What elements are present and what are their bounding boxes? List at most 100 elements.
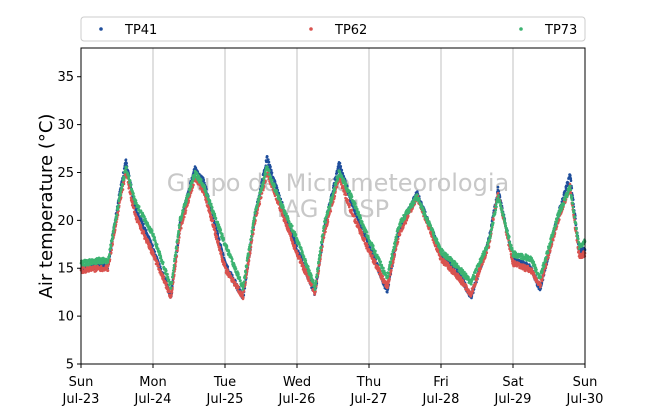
data-point (222, 238, 226, 241)
data-point (496, 191, 500, 195)
data-point (186, 204, 189, 207)
data-point (176, 238, 179, 241)
data-point (111, 235, 114, 239)
data-point (172, 269, 175, 272)
data-point (266, 165, 269, 169)
data-point (174, 254, 177, 258)
data-point (139, 225, 143, 229)
data-point (541, 277, 544, 281)
data-point (115, 216, 118, 220)
data-point (547, 256, 550, 259)
data-point (244, 271, 248, 274)
data-point (273, 180, 277, 183)
data-point (242, 296, 245, 299)
data-point (216, 220, 220, 224)
data-point (252, 220, 256, 223)
data-point (154, 256, 157, 260)
data-point (167, 278, 171, 282)
data-point (256, 203, 259, 207)
data-point (360, 231, 364, 234)
data-point (348, 203, 352, 207)
data-point (166, 273, 169, 276)
data-point (203, 186, 207, 190)
data-point (106, 261, 110, 264)
data-point (220, 251, 223, 254)
data-point (307, 265, 310, 268)
data-point (171, 271, 175, 275)
data-point (238, 276, 242, 279)
data-point (275, 186, 279, 189)
data-point (200, 178, 203, 181)
data-point (217, 223, 221, 226)
data-point (152, 232, 155, 236)
data-point (191, 180, 194, 183)
data-point (348, 205, 351, 209)
data-point (354, 218, 357, 221)
data-point (133, 210, 136, 214)
data-point (242, 280, 246, 284)
data-point (117, 204, 120, 207)
data-point (192, 183, 195, 187)
data-point (109, 243, 113, 247)
data-point (176, 249, 179, 253)
data-point (449, 265, 453, 269)
data-point (228, 272, 232, 275)
data-point (268, 173, 272, 177)
data-point (181, 221, 184, 225)
data-point (122, 176, 126, 179)
data-point (269, 175, 273, 179)
data-point (254, 212, 257, 215)
data-point (248, 248, 251, 251)
data-point (340, 168, 344, 172)
data-point (208, 199, 212, 203)
data-point (171, 276, 174, 279)
data-point (447, 263, 451, 267)
data-point (170, 290, 174, 294)
data-point (187, 192, 191, 196)
data-point (390, 269, 393, 272)
data-point (300, 246, 303, 250)
data-point (149, 245, 152, 248)
data-point (246, 268, 249, 271)
data-point (339, 165, 343, 168)
data-point (291, 224, 294, 228)
data-point (392, 261, 395, 264)
data-point (204, 189, 208, 192)
data-point (312, 281, 315, 285)
data-point (289, 233, 293, 236)
data-point (371, 254, 374, 257)
data-point (239, 279, 242, 282)
data-point (166, 285, 169, 288)
data-point (169, 286, 173, 290)
data-point (107, 256, 111, 260)
data-point (170, 281, 174, 284)
data-point (156, 261, 160, 265)
data-point (295, 249, 298, 253)
data-point (174, 251, 178, 254)
data-point (308, 269, 311, 272)
data-point (363, 238, 367, 241)
data-point (253, 217, 256, 221)
data-point (273, 184, 277, 188)
data-point (178, 223, 181, 226)
data-point (245, 264, 249, 268)
data-point (404, 221, 408, 225)
data-point (539, 283, 543, 287)
data-point (234, 267, 238, 271)
data-point (132, 206, 136, 210)
data-point (249, 243, 252, 247)
data-point (178, 226, 181, 229)
data-point (130, 198, 133, 201)
data-point (304, 259, 308, 263)
data-point (243, 277, 247, 280)
data-point (109, 251, 113, 254)
data-point (112, 231, 115, 234)
data-point (361, 233, 364, 237)
data-point (381, 275, 385, 278)
data-point (124, 158, 128, 161)
data-point (127, 175, 131, 178)
data-point (110, 239, 114, 243)
data-point (183, 215, 186, 219)
data-point (296, 252, 300, 255)
